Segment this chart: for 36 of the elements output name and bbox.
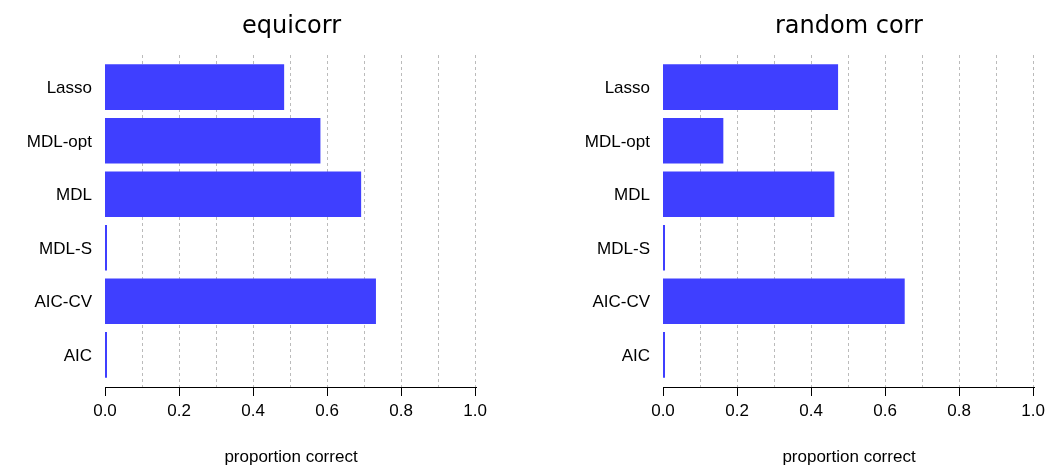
y-tick-label: AIC-CV	[592, 292, 651, 312]
x-tick-label: 0.6	[873, 401, 897, 421]
y-tick-label: Lasso	[46, 78, 92, 98]
x-tick-label: 0.0	[651, 401, 675, 421]
y-tick-label: MDL-opt	[26, 131, 93, 151]
y-tick-label: MDL-S	[39, 238, 92, 258]
x-tick-label: 0.8	[947, 401, 971, 421]
x-axis-title: proportion correct	[782, 446, 916, 466]
x-tick-label: 0.2	[725, 401, 749, 421]
x-tick-label: 0.8	[389, 401, 413, 421]
bar	[105, 171, 362, 217]
y-tick-label: MDL-opt	[584, 131, 651, 151]
y-tick-label: MDL	[56, 185, 92, 205]
x-tick-label: 0.4	[241, 401, 265, 421]
bar	[105, 278, 376, 325]
y-tick-label: AIC	[63, 345, 92, 365]
bar	[663, 64, 839, 110]
x-tick-label: 0.0	[93, 401, 117, 421]
chart-title: random corr	[775, 11, 924, 39]
y-tick-label: AIC-CV	[34, 292, 93, 312]
x-tick-label: 0.2	[167, 401, 191, 421]
bar	[663, 171, 835, 217]
bar	[105, 64, 285, 110]
chart-title: equicorr	[242, 11, 342, 39]
x-tick-label: 1.0	[1021, 401, 1045, 421]
x-tick-label: 1.0	[463, 401, 487, 421]
y-tick-label: Lasso	[604, 78, 650, 98]
bar	[105, 117, 321, 164]
y-tick-label: MDL-S	[597, 238, 650, 258]
x-tick-label: 0.4	[799, 401, 823, 421]
x-tick-label: 0.6	[315, 401, 339, 421]
y-tick-label: AIC	[621, 345, 650, 365]
x-axis-title: proportion correct	[224, 446, 358, 466]
bar	[663, 117, 724, 164]
y-tick-label: MDL	[614, 185, 650, 205]
bar	[663, 278, 905, 325]
